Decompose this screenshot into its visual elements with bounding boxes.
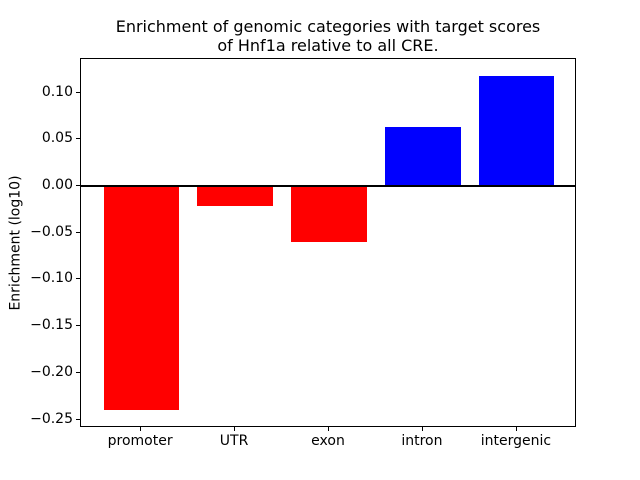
x-tick-label-intron: intron: [401, 433, 443, 449]
y-tick-label: 0.10: [41, 83, 73, 100]
chart-title-line-2: of Hnf1a relative to all CRE.: [217, 36, 439, 55]
y-tick-label: −0.25: [30, 410, 73, 427]
bar-intron: [385, 127, 461, 187]
y-tick-mark: [76, 371, 80, 373]
y-tick-label: −0.10: [30, 270, 73, 287]
y-tick-mark: [76, 231, 80, 233]
y-tick-mark: [76, 325, 80, 327]
y-tick-mark: [76, 138, 80, 140]
y-tick-label: −0.05: [30, 223, 73, 240]
x-tick-label-promoter: promoter: [107, 433, 173, 449]
bar-exon: [291, 186, 367, 243]
y-tick-mark: [76, 185, 80, 187]
y-tick-label: −0.15: [30, 317, 73, 334]
x-tick-label-intergenic: intergenic: [480, 433, 552, 449]
y-tick-mark: [76, 91, 80, 93]
zero-line: [81, 185, 575, 188]
y-tick-mark: [76, 418, 80, 420]
x-tick-mark: [234, 427, 236, 431]
x-tick-mark: [421, 427, 423, 431]
chart-title: Enrichment of genomic categories with ta…: [80, 17, 576, 55]
bar-UTR: [197, 186, 273, 206]
y-tick-mark: [76, 278, 80, 280]
bar-intergenic: [479, 75, 555, 187]
y-tick-label: 0.05: [41, 130, 73, 147]
x-tick-mark: [328, 427, 329, 431]
y-axis-label: Enrichment (log10): [8, 174, 25, 311]
y-tick-label: 0.00: [41, 177, 73, 194]
chart-title-line-1: Enrichment of genomic categories with ta…: [115, 17, 541, 36]
x-tick-mark: [140, 427, 142, 431]
x-tick-label-exon: exon: [311, 433, 345, 449]
bar-promoter: [103, 186, 179, 411]
plot-area: [80, 58, 576, 427]
x-tick-label-UTR: UTR: [219, 433, 249, 449]
x-tick-mark: [515, 427, 517, 431]
y-tick-label: −0.20: [30, 363, 73, 380]
